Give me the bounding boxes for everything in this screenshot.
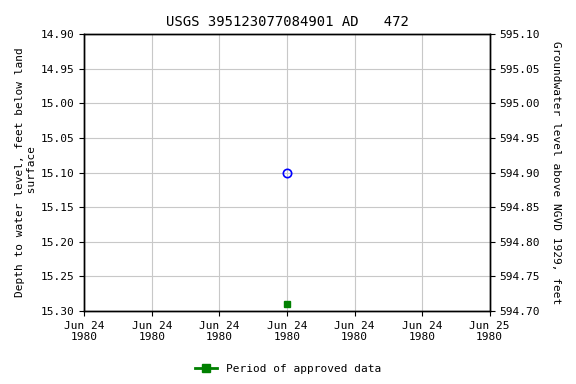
Y-axis label: Depth to water level, feet below land
 surface: Depth to water level, feet below land su… [15, 48, 37, 298]
Title: USGS 395123077084901 AD   472: USGS 395123077084901 AD 472 [165, 15, 408, 29]
Legend: Period of approved data: Period of approved data [191, 359, 385, 379]
Y-axis label: Groundwater level above NGVD 1929, feet: Groundwater level above NGVD 1929, feet [551, 41, 561, 304]
